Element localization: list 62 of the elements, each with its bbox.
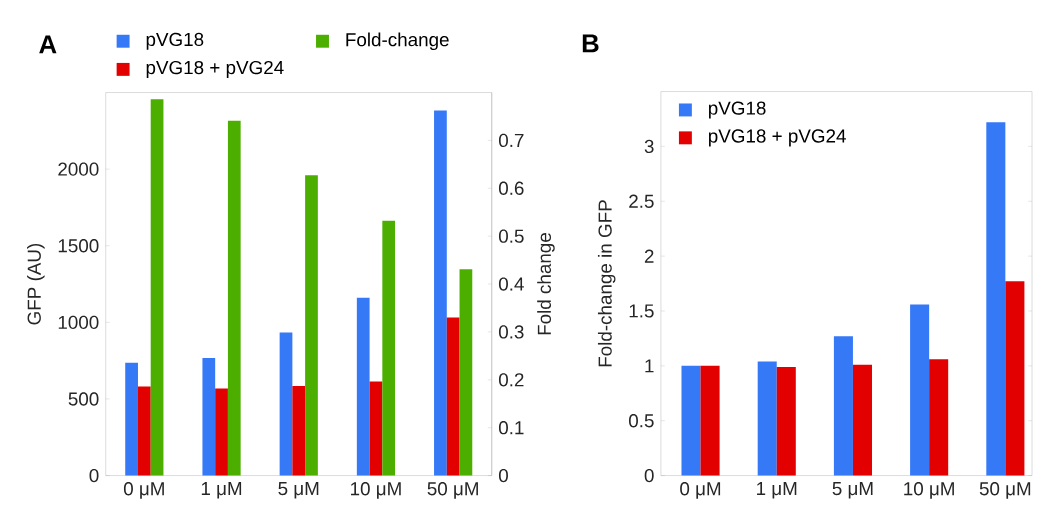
bar [852,364,872,476]
legend-label: pVG18 [708,101,766,119]
y2-tick-label: 0.2 [498,372,524,387]
y-tick-label: 1 [645,359,654,373]
y2-tick-label: 0.6 [498,181,524,195]
y-tick-label: 1500 [58,238,99,253]
bar [757,361,777,476]
bar [382,220,396,476]
y-tick-label: 2.5 [629,194,654,208]
bar [681,365,701,476]
x-tick-label: 10 μM [904,481,954,499]
y-tick-label: 3 [644,139,654,153]
bar [356,297,370,476]
x-tick-label: 50 μM [979,481,1031,499]
y-tick-label: 0.5 [628,413,654,428]
y-tick-label: 2 [644,249,654,263]
bar [929,359,949,476]
x-tick-label: 5 μM [278,481,319,499]
y2-tick-label: 0.7 [498,133,524,147]
bar [137,386,151,476]
y2-tick-label: 0.3 [498,325,524,339]
chart-title: A [39,35,57,54]
legend-label: pVG18 + pVG24 [708,129,846,147]
y2-tick-label: 0.1 [498,420,524,435]
bar [215,388,228,476]
bar [150,99,164,476]
bar [910,304,930,476]
y2-tick-label: 0.4 [498,277,524,291]
x-tick-label: 50 μM [427,481,478,499]
bar [279,332,293,476]
bar [202,357,216,476]
y-tick-label: 1.5 [629,304,654,318]
x-tick-label: 1 μM [757,481,797,499]
x-tick-label: 1 μM [201,481,242,499]
y2-tick-label: 0 [498,468,508,483]
bar [700,365,720,476]
y-tick-label: 1000 [58,315,99,329]
legend-label: Fold-change [346,32,449,50]
bar [776,366,796,476]
bar [833,336,853,476]
y2-axis-title: Fold change [537,232,555,335]
x-tick-label: 0 μM [123,481,164,499]
y-tick-label: 2000 [58,162,99,176]
bar [227,120,241,476]
bar [125,362,138,476]
y-axis-title: Fold-change in GFP [597,200,616,367]
bar [434,110,447,476]
chart-title: B [582,34,599,53]
bar [1005,281,1025,476]
x-tick-label: 10 μM [351,481,401,499]
bar [305,175,318,476]
y-tick-label: 0 [644,468,654,483]
y-tick-label: 500 [68,392,99,406]
x-tick-label: 0 μM [680,481,721,499]
y-axis-title: GFP (AU) [27,243,45,325]
y-tick-label: 0 [89,468,99,483]
x-tick-label: 5 μM [832,481,873,499]
bar [986,122,1006,476]
legend-label: pVG18 + pVG24 [146,60,284,78]
bar [292,385,306,476]
y2-tick-label: 0.5 [498,229,524,243]
legend-label: pVG18 [146,32,204,50]
